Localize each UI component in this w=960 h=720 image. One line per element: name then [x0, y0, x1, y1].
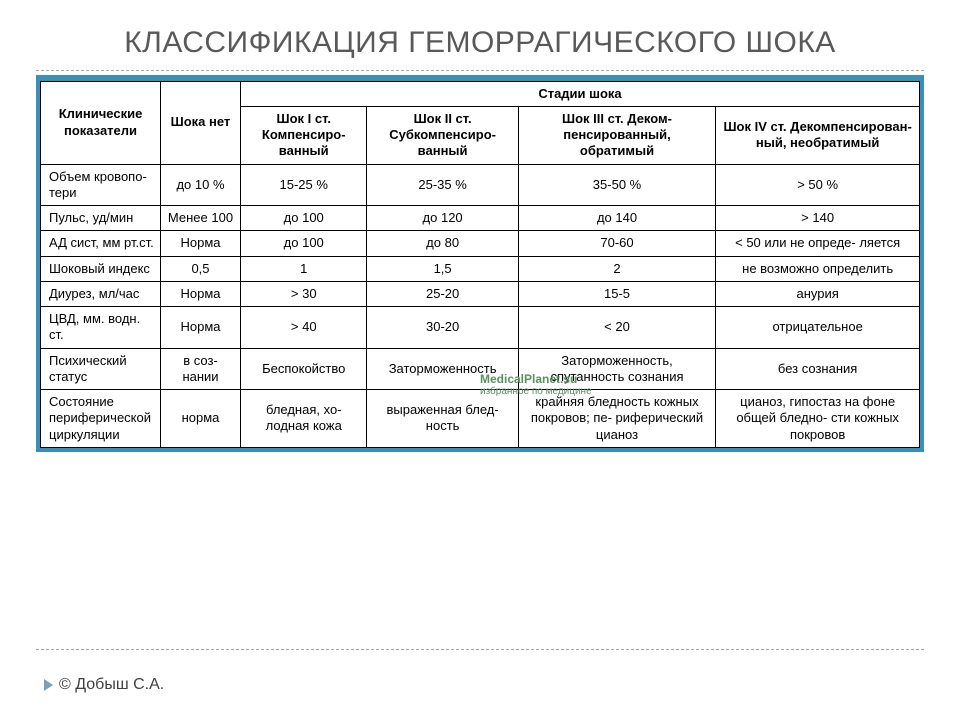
cell: отрицательное [716, 307, 920, 349]
divider-bottom [36, 649, 924, 650]
cell: 35-50 % [518, 164, 716, 206]
cell: до 100 [241, 231, 367, 256]
table-container: Клинические показатели Шока нет Стадии ш… [36, 75, 924, 452]
row-label: АД сист, мм рт.ст. [41, 231, 161, 256]
table-row: АД сист, мм рт.ст. Норма до 100 до 80 70… [41, 231, 920, 256]
cell: Норма [161, 307, 241, 349]
cell: Заторможенность [367, 348, 518, 390]
cell: до 10 % [161, 164, 241, 206]
cell: выраженная блед- ность [367, 390, 518, 448]
table-row: Психический статус в соз- нании Беспокой… [41, 348, 920, 390]
bullet-icon [44, 679, 53, 691]
table-row: Объем кровопо- тери до 10 % 15-25 % 25-3… [41, 164, 920, 206]
cell: 15-25 % [241, 164, 367, 206]
cell: не возможно определить [716, 256, 920, 281]
header-stages: Стадии шока [241, 81, 920, 106]
classification-table: Клинические показатели Шока нет Стадии ш… [40, 81, 920, 448]
header-stage4: Шок IV ст. Декомпенсирован- ный, необрат… [716, 106, 920, 164]
cell: без сознания [716, 348, 920, 390]
row-label: Состояние периферической циркуляции [41, 390, 161, 448]
cell: бледная, хо- лодная кожа [241, 390, 367, 448]
header-noshock: Шока нет [161, 81, 241, 164]
cell: 2 [518, 256, 716, 281]
cell: цианоз, гипостаз на фоне общей бледно- с… [716, 390, 920, 448]
footer-text: © Добыш С.А. [59, 676, 164, 694]
cell: 0,5 [161, 256, 241, 281]
header-param: Клинические показатели [41, 81, 161, 164]
table-row: Шоковый индекс 0,5 1 1,5 2 не возможно о… [41, 256, 920, 281]
cell: крайняя бледность кожных покровов; пе- р… [518, 390, 716, 448]
table-row: Состояние периферической циркуляции норм… [41, 390, 920, 448]
cell: до 140 [518, 206, 716, 231]
row-label: ЦВД, мм. водн. ст. [41, 307, 161, 349]
cell: в соз- нании [161, 348, 241, 390]
cell: Менее 100 [161, 206, 241, 231]
row-label: Объем кровопо- тери [41, 164, 161, 206]
header-stage1: Шок I ст. Компенсиро- ванный [241, 106, 367, 164]
cell: норма [161, 390, 241, 448]
cell: > 140 [716, 206, 920, 231]
cell: > 50 % [716, 164, 920, 206]
cell: 15-5 [518, 281, 716, 306]
table-row: ЦВД, мм. водн. ст. Норма > 40 30-20 < 20… [41, 307, 920, 349]
cell: до 120 [367, 206, 518, 231]
divider-top [36, 70, 924, 71]
row-label: Шоковый индекс [41, 256, 161, 281]
cell: анурия [716, 281, 920, 306]
cell: < 20 [518, 307, 716, 349]
cell: 1 [241, 256, 367, 281]
cell: Беспокойство [241, 348, 367, 390]
cell: 25-20 [367, 281, 518, 306]
table-body: Объем кровопо- тери до 10 % 15-25 % 25-3… [41, 164, 920, 447]
cell: 70-60 [518, 231, 716, 256]
cell: Заторможенность, спутанность сознания [518, 348, 716, 390]
cell: 30-20 [367, 307, 518, 349]
table-row: Пульс, уд/мин Менее 100 до 100 до 120 до… [41, 206, 920, 231]
table-row: Диурез, мл/час Норма > 30 25-20 15-5 ану… [41, 281, 920, 306]
page-title: КЛАССИФИКАЦИЯ ГЕМОРРАГИЧЕСКОГО ШОКА [36, 24, 924, 62]
cell: до 100 [241, 206, 367, 231]
slide: КЛАССИФИКАЦИЯ ГЕМОРРАГИЧЕСКОГО ШОКА Клин… [0, 0, 960, 720]
cell: 25-35 % [367, 164, 518, 206]
cell: 1,5 [367, 256, 518, 281]
cell: > 30 [241, 281, 367, 306]
header-stage3: Шок III ст. Деком- пенсированный, обрати… [518, 106, 716, 164]
row-label: Диурез, мл/час [41, 281, 161, 306]
cell: > 40 [241, 307, 367, 349]
cell: до 80 [367, 231, 518, 256]
header-stage2: Шок II ст. Субкомпенсиро- ванный [367, 106, 518, 164]
table-header-row-1: Клинические показатели Шока нет Стадии ш… [41, 81, 920, 106]
cell: Норма [161, 281, 241, 306]
row-label: Психический статус [41, 348, 161, 390]
footer: © Добыш С.А. [44, 676, 164, 694]
cell: Норма [161, 231, 241, 256]
cell: < 50 или не опреде- ляется [716, 231, 920, 256]
row-label: Пульс, уд/мин [41, 206, 161, 231]
